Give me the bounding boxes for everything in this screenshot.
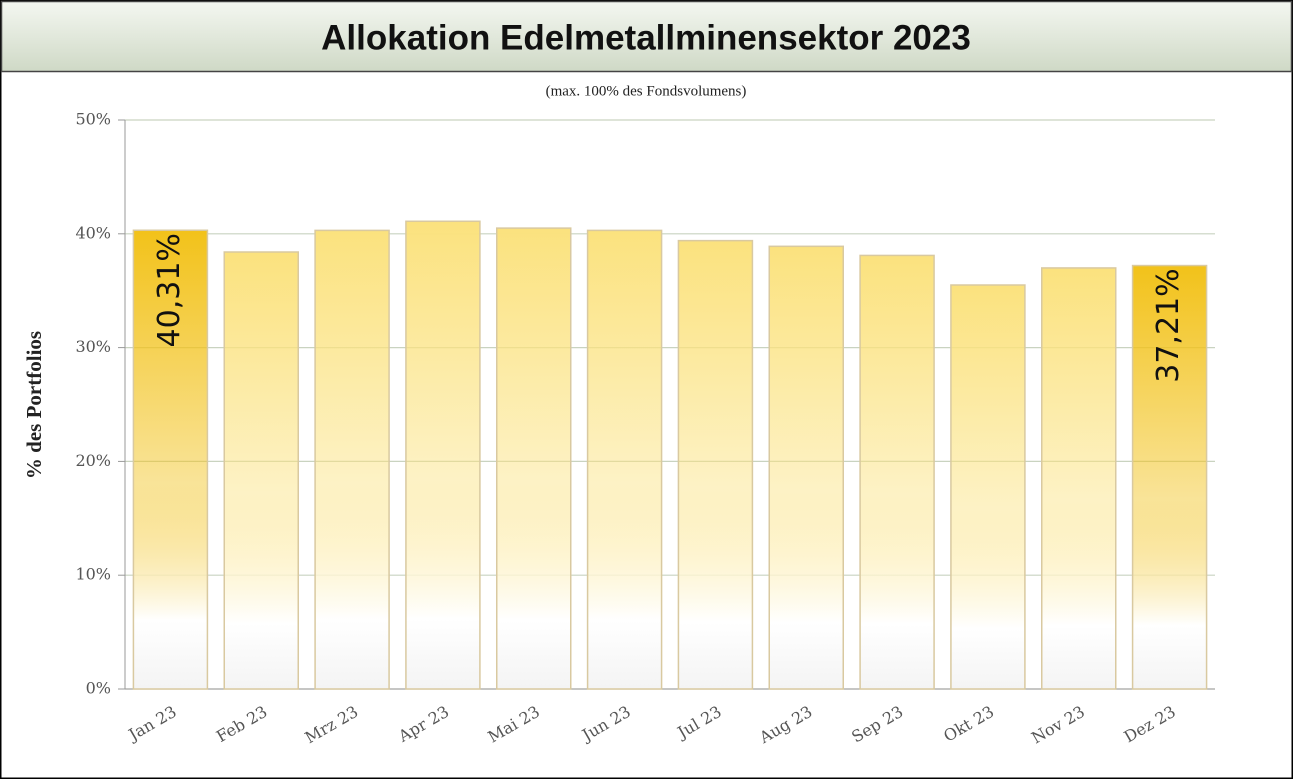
y-tick-label: 10% xyxy=(75,565,111,584)
chart-subtitle: (max. 100% des Fondsvolumens) xyxy=(546,83,747,99)
y-tick-label: 0% xyxy=(86,679,111,698)
y-tick-label: 50% xyxy=(75,110,111,129)
y-tick-label: 40% xyxy=(75,223,111,242)
bar xyxy=(223,251,299,690)
chart-title: Allokation Edelmetallminensektor 2023 xyxy=(321,18,971,57)
value-label: 37,21% xyxy=(1151,268,1186,382)
y-axis-label: % des Portfolios xyxy=(22,331,46,479)
bar xyxy=(314,229,390,690)
bar xyxy=(1041,267,1117,690)
value-label: 40,31% xyxy=(152,233,187,347)
bar xyxy=(132,229,209,690)
bar xyxy=(405,220,481,690)
bar xyxy=(677,239,754,690)
bar xyxy=(586,229,663,690)
bar xyxy=(1131,264,1208,690)
bar xyxy=(496,227,572,690)
title-bar xyxy=(0,0,1293,73)
y-tick-label: 20% xyxy=(75,451,111,470)
bar xyxy=(859,254,935,690)
y-tick-label: 30% xyxy=(75,337,111,356)
bar xyxy=(950,284,1026,690)
bar xyxy=(768,245,844,690)
